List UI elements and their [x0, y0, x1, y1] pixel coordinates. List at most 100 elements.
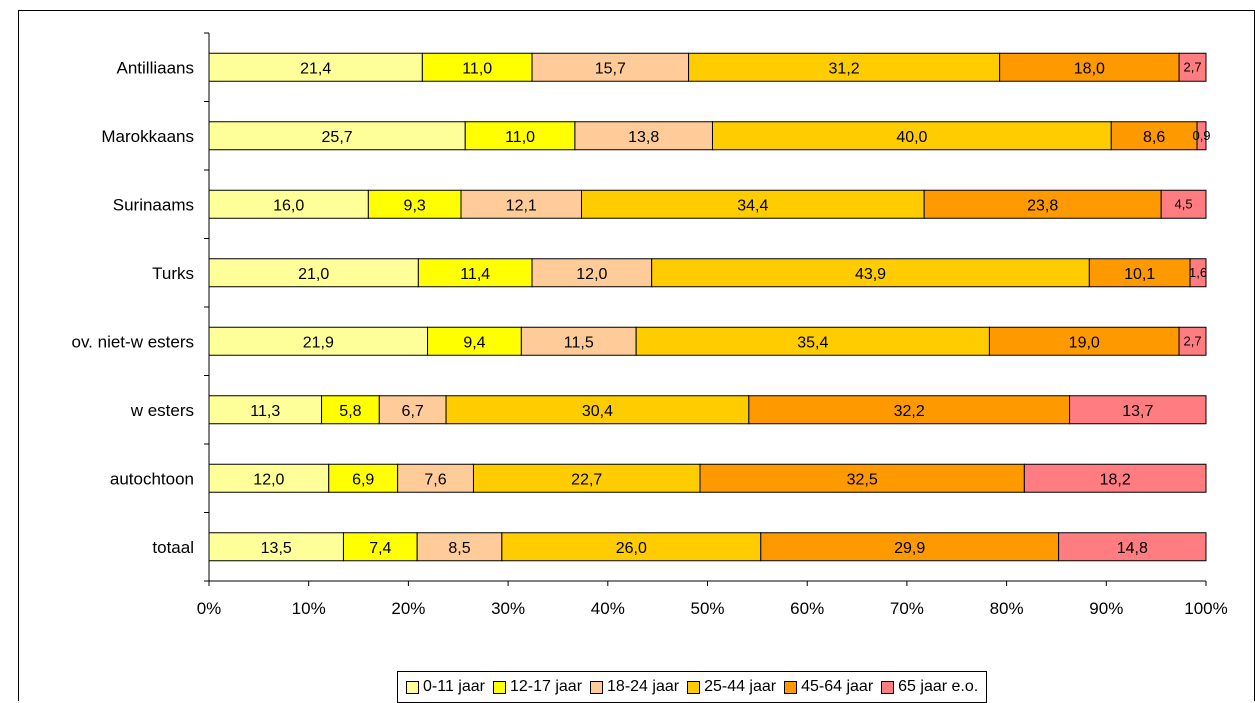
- category-label: totaal: [152, 538, 194, 557]
- bar-segment: [1088, 258, 1191, 288]
- bar-segment: [464, 121, 576, 151]
- x-tick-label: 70%: [890, 599, 924, 618]
- data-label: 21,4: [300, 60, 331, 77]
- bar-segment: [651, 258, 1090, 288]
- data-label: 12,1: [506, 197, 537, 214]
- legend-label: 45-64 jaar: [801, 678, 874, 695]
- data-label: 1,6: [1189, 265, 1207, 280]
- bar-segment: [208, 326, 429, 356]
- data-label: 18,0: [1074, 60, 1105, 77]
- bar-segment: [321, 395, 380, 425]
- bar-segment: [208, 121, 466, 151]
- bar-segment: [699, 463, 1025, 493]
- bar-segment: [688, 52, 1001, 82]
- legend-label: 18-24 jaar: [607, 678, 680, 695]
- legend-item: 45-64 jaar: [784, 678, 873, 696]
- data-label: 9,4: [463, 334, 485, 351]
- bar-segment: [1160, 189, 1207, 219]
- data-label: 25,7: [322, 129, 353, 146]
- x-tick-label: 90%: [1089, 599, 1123, 618]
- legend-item: 65 jaar e.o.: [881, 678, 978, 696]
- data-label: 0,9: [1192, 128, 1210, 143]
- data-label: 26,0: [616, 540, 647, 557]
- data-label: 11,4: [460, 266, 490, 283]
- x-tick-label: 10%: [292, 599, 326, 618]
- data-label: 31,2: [829, 60, 860, 77]
- bar-segment: [999, 52, 1180, 82]
- category-label: Antilliaans: [117, 58, 195, 77]
- bar-segment: [417, 258, 533, 288]
- legend-swatch: [406, 680, 419, 694]
- x-tick-label: 30%: [491, 599, 525, 618]
- bar-segment: [397, 463, 474, 493]
- data-label: 23,8: [1027, 197, 1058, 214]
- data-label: 18,2: [1100, 471, 1131, 488]
- data-label: 16,0: [273, 197, 304, 214]
- data-label: 6,9: [352, 471, 374, 488]
- stacked-bar-chart: 0% 10% 20% 30% 40% 50% 60% 70% 80% 90% 100% Antilli…: [71, 32, 1228, 618]
- data-label: 21,9: [303, 334, 334, 351]
- data-label: 11,0: [462, 60, 492, 77]
- bar-segment: [342, 532, 418, 562]
- bar-segment: [988, 326, 1180, 356]
- legend-label: 25-44 jaar: [704, 678, 777, 695]
- legend-label: 12-17 jaar: [509, 678, 583, 695]
- category-label: Marokkaans: [101, 127, 194, 146]
- data-label: 5,8: [339, 403, 361, 420]
- data-label: 29,9: [894, 540, 925, 557]
- bar-segment: [378, 395, 447, 425]
- bar-segment: [472, 463, 701, 493]
- legend-item: 18-24 jaar: [590, 678, 679, 696]
- data-label: 19,0: [1069, 334, 1100, 351]
- category-label: Turks: [152, 264, 194, 283]
- data-label: 32,5: [847, 471, 878, 488]
- legend-item: 25-44 jaar: [687, 678, 776, 696]
- x-tick-label: 60%: [790, 599, 824, 618]
- data-label: 35,4: [797, 334, 828, 351]
- bar-segment: [208, 52, 423, 82]
- x-tick-label: 40%: [591, 599, 625, 618]
- x-tick-label: 100%: [1184, 599, 1227, 618]
- category-label: autochtoon: [110, 469, 194, 488]
- bar-segment: [520, 326, 637, 356]
- data-label: 43,9: [855, 266, 886, 283]
- data-label: 6,7: [402, 403, 424, 420]
- chart-legend: 0-11 jaar 12-17 jaar 18-24 jaar 25-44 jaar 4…: [397, 671, 988, 703]
- bar-segment: [427, 326, 522, 356]
- bar-segment: [1178, 326, 1207, 356]
- bar-segment: [328, 463, 399, 493]
- category-label: ov. niet-w esters: [71, 332, 194, 351]
- bar-segment: [208, 258, 419, 288]
- x-tick-label: 0%: [197, 599, 222, 618]
- legend-swatch: [784, 680, 798, 694]
- data-label: 11,3: [250, 403, 280, 420]
- data-label: 11,5: [564, 334, 594, 351]
- data-label: 14,8: [1117, 540, 1148, 557]
- data-label: 13,5: [261, 540, 292, 557]
- data-label: 32,2: [894, 403, 925, 420]
- legend-item: 12-17 jaar: [492, 678, 583, 696]
- data-label: 8,5: [448, 540, 470, 557]
- bar-segment: [208, 189, 369, 219]
- bar-segment: [711, 121, 1112, 151]
- bar-segment: [1196, 121, 1207, 151]
- data-label: 9,3: [404, 197, 426, 214]
- legend-label: 0-11 jaar: [423, 678, 485, 695]
- data-label: 8,6: [1143, 129, 1165, 146]
- data-label: 2,7: [1183, 333, 1201, 348]
- bar-segment: [748, 395, 1071, 425]
- data-label: 30,4: [582, 403, 613, 420]
- data-label: 22,7: [571, 471, 602, 488]
- bar-segment: [1058, 532, 1207, 562]
- data-label: 13,7: [1122, 403, 1153, 420]
- x-tick-label: 20%: [391, 599, 425, 618]
- bar-segment: [1069, 395, 1207, 425]
- data-label: 11,0: [505, 129, 535, 146]
- data-label: 2,7: [1184, 59, 1202, 74]
- data-label: 40,0: [896, 129, 927, 146]
- data-label: 12,0: [576, 266, 607, 283]
- x-tick-label: 80%: [990, 599, 1024, 618]
- legend-swatch: [881, 680, 895, 694]
- bar-segment: [421, 52, 533, 82]
- bar-segment: [1189, 258, 1207, 288]
